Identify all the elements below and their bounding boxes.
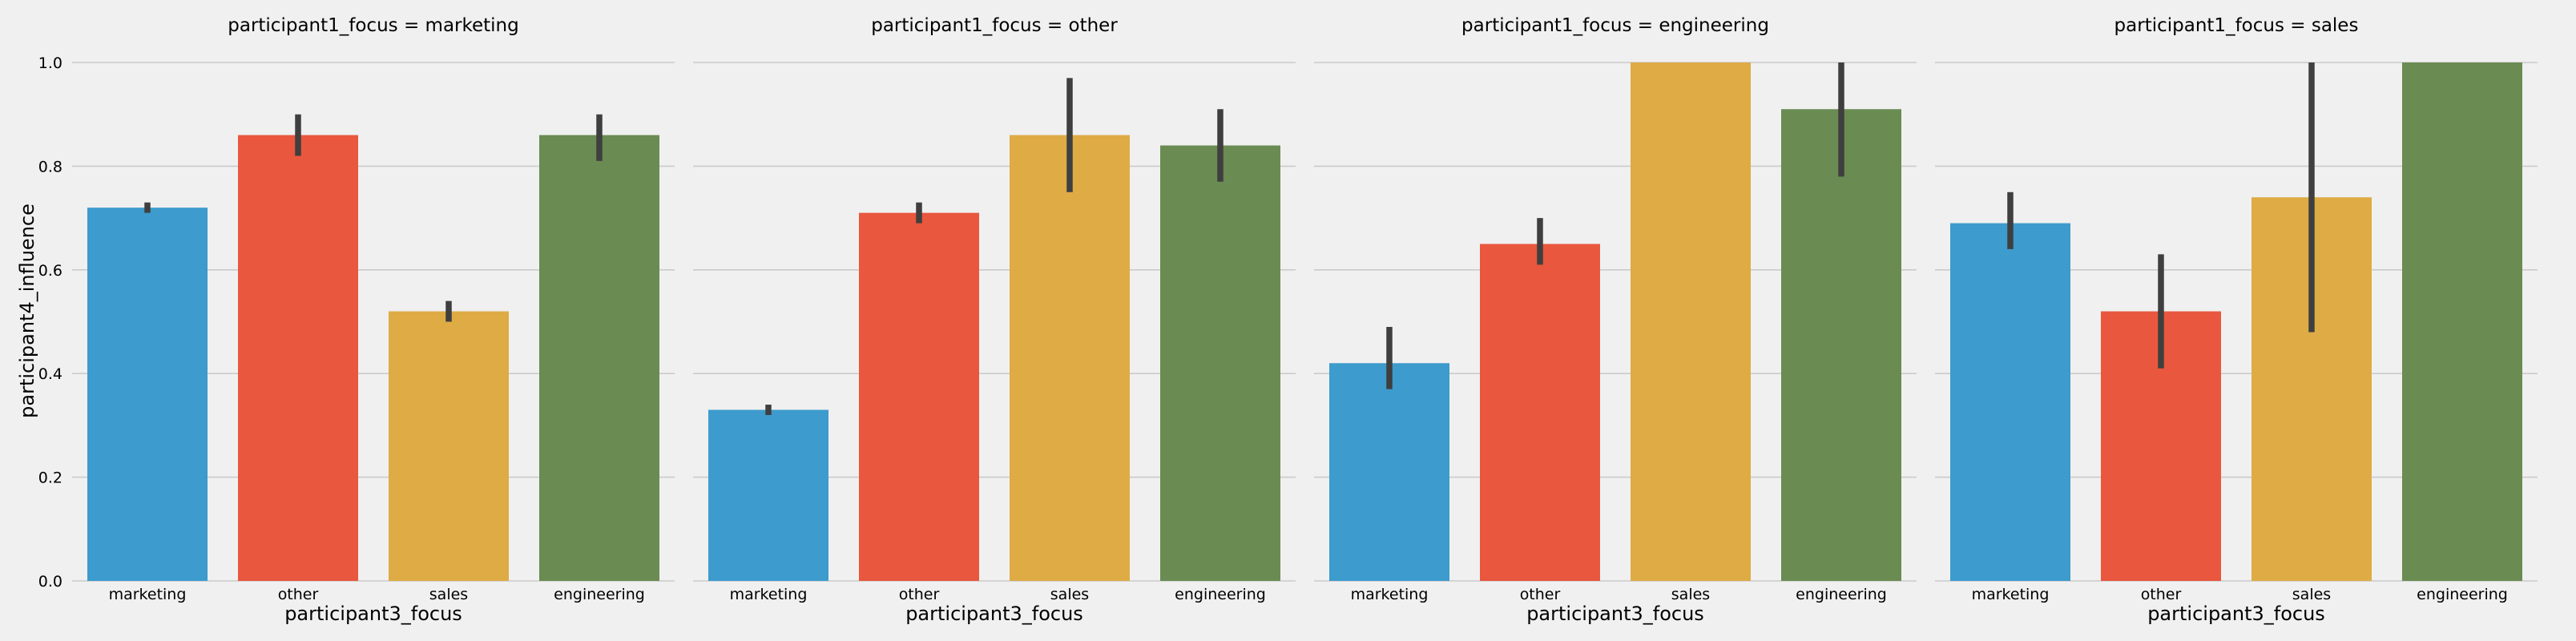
- x-axis-label: participant3_focus: [2147, 603, 2325, 625]
- y-tick-label: 0.2: [38, 470, 62, 487]
- y-axis-label: participant4_influence: [16, 204, 38, 418]
- panel-title: participant1_focus = sales: [2114, 15, 2359, 36]
- x-axis-label: participant3_focus: [1526, 603, 1704, 625]
- panel-1: participant1_focus = other marketing other…: [693, 15, 1296, 625]
- bar-other: [238, 135, 358, 581]
- x-tick-label: other: [278, 586, 319, 603]
- panel-title: participant1_focus = other: [871, 15, 1118, 36]
- bar-marketing: [1329, 363, 1449, 581]
- bar-marketing: [708, 409, 828, 581]
- bar-engineering: [539, 135, 659, 581]
- x-tick-label: other: [899, 586, 940, 603]
- x-tick-label: marketing: [1351, 586, 1429, 603]
- y-tick-label: 0.6: [38, 262, 62, 280]
- x-tick-label: other: [2141, 586, 2182, 603]
- chart-panels: 0.0 0.2 0.4 0.6 0.8 1.0 participant1_focus = m…: [38, 15, 2538, 625]
- x-tick-label: sales: [2292, 586, 2331, 603]
- bar-sales: [1631, 62, 1751, 581]
- panel-0: 0.0 0.2 0.4 0.6 0.8 1.0 participant1_focus = m…: [38, 15, 675, 625]
- bar-sales: [1010, 135, 1130, 581]
- x-tick-label: sales: [1050, 586, 1089, 603]
- x-tick-label: sales: [429, 586, 468, 603]
- x-axis-label: participant3_focus: [284, 603, 462, 625]
- x-tick-label: marketing: [730, 586, 808, 603]
- x-tick-label: marketing: [1972, 586, 2050, 603]
- panel-3: participant1_focus = sales marketing other…: [1935, 15, 2538, 625]
- bar-engineering: [1160, 145, 1280, 581]
- panel-title: participant1_focus = marketing: [228, 15, 518, 36]
- x-tick-label: other: [1520, 586, 1561, 603]
- x-tick-label: engineering: [1796, 586, 1887, 603]
- bar-other: [859, 212, 979, 581]
- y-tick-label: 0.4: [38, 365, 62, 383]
- bar-other: [1480, 244, 1600, 581]
- x-tick-label: engineering: [1175, 586, 1266, 603]
- bar-marketing: [87, 208, 208, 581]
- y-tick-label: 0.8: [38, 158, 62, 175]
- y-tick-label: 0.0: [38, 573, 62, 591]
- panel-title: participant1_focus = engineering: [1461, 15, 1769, 36]
- x-tick-label: engineering: [554, 586, 645, 603]
- panel-2: participant1_focus = engineering marketin…: [1314, 15, 1917, 625]
- bar-marketing: [1950, 223, 2070, 581]
- x-tick-label: sales: [1671, 586, 1710, 603]
- x-tick-label: marketing: [109, 586, 187, 603]
- bar-sales: [389, 311, 509, 581]
- x-tick-label: engineering: [2417, 586, 2508, 603]
- y-tick-label: 1.0: [38, 54, 62, 72]
- x-axis-label: participant3_focus: [905, 603, 1083, 625]
- bar-engineering: [2402, 62, 2522, 581]
- bar-engineering: [1781, 109, 1901, 582]
